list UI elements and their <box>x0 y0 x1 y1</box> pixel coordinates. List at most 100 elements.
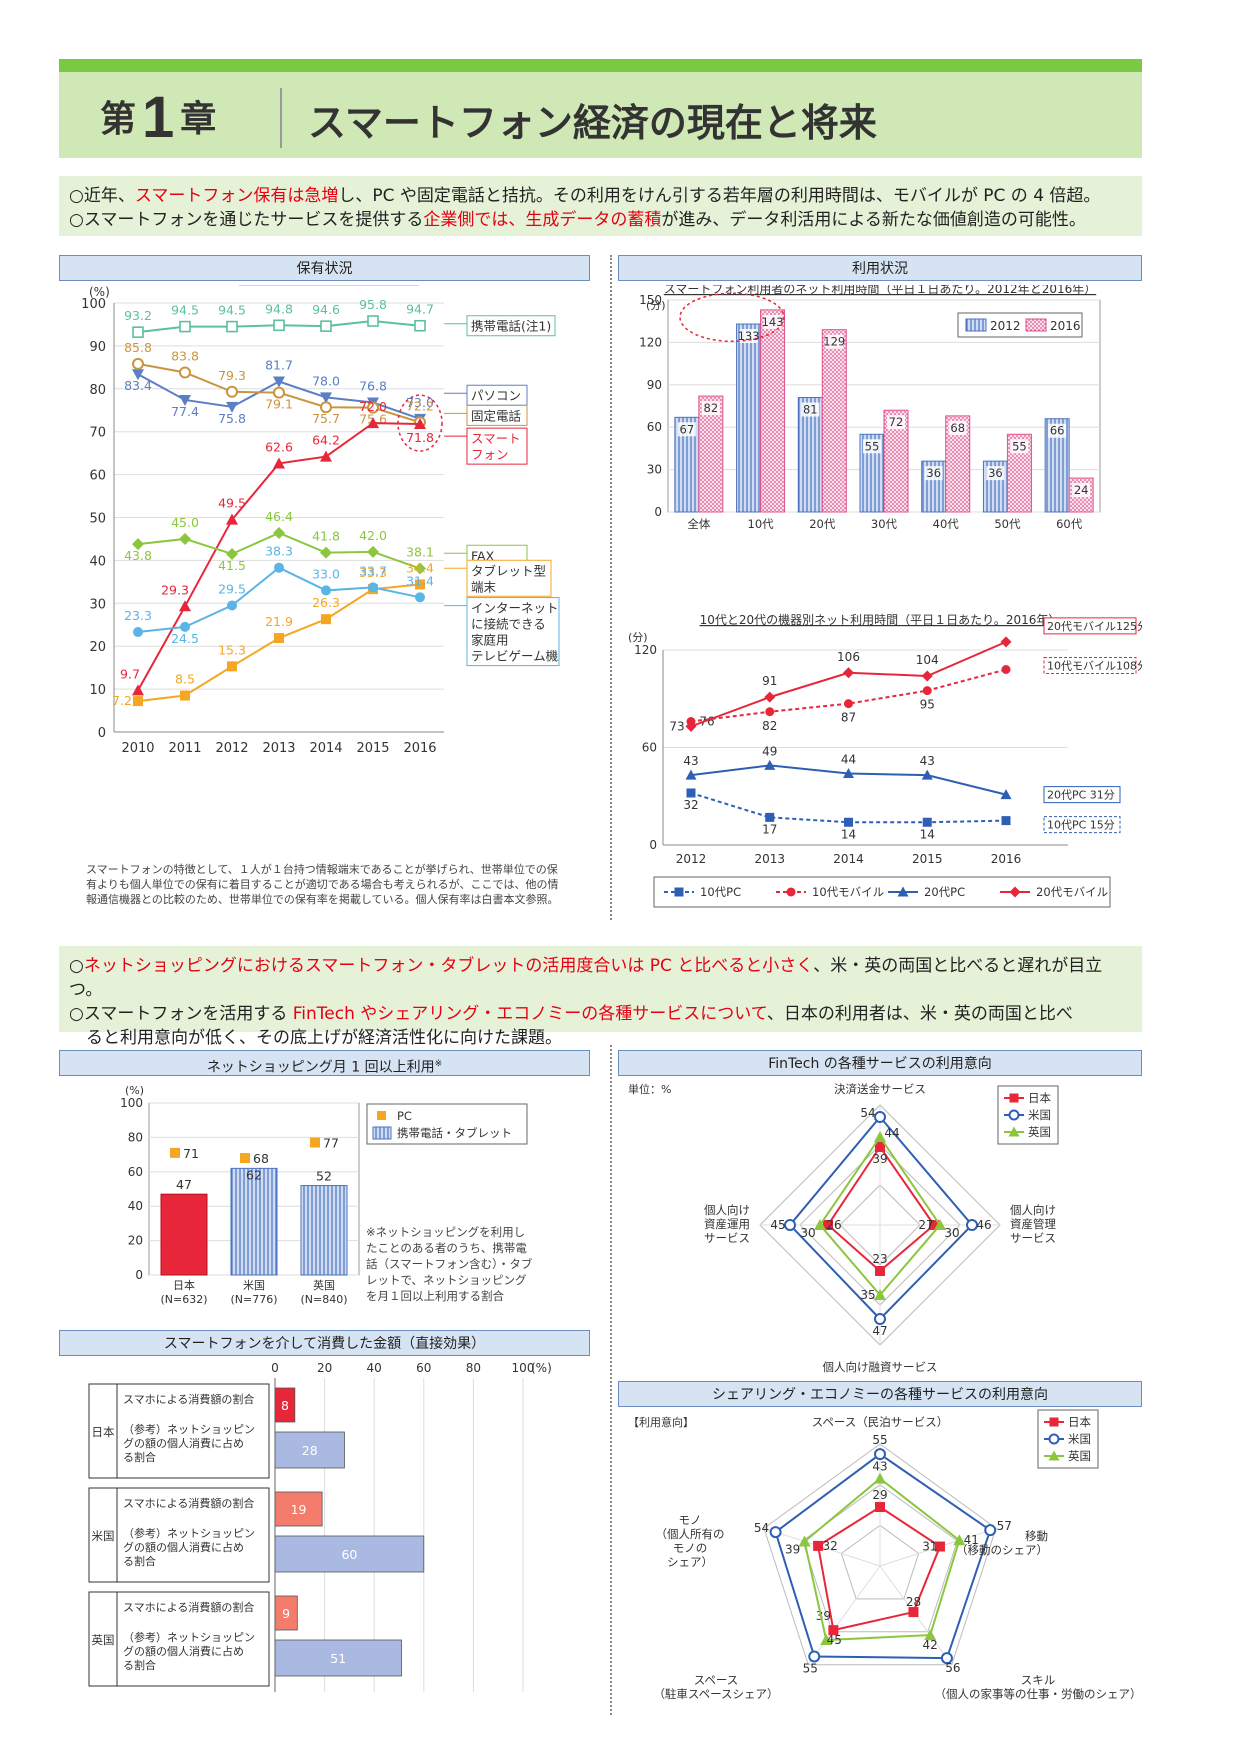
data-label: 34.4 <box>406 560 434 575</box>
y-tick-label: 60 <box>128 1165 143 1179</box>
radar-grid <box>840 1524 920 1600</box>
label-box <box>116 1383 270 1479</box>
data-label: 87 <box>841 711 856 725</box>
data-point <box>1048 1450 1060 1461</box>
legend-label: 日本 <box>1028 1091 1051 1105</box>
data-point <box>320 450 332 462</box>
series-line <box>803 1477 961 1642</box>
row-label: （参考）ネットショッピン <box>123 1526 255 1540</box>
data-label: 66 <box>1050 424 1065 438</box>
highlight-text: スマートフォン保有は急増 <box>134 186 339 206</box>
data-point <box>132 369 144 381</box>
data-point <box>934 1219 946 1230</box>
data-label: 73 <box>669 719 684 733</box>
data-label: 41 <box>964 1533 979 1547</box>
data-label: 24.5 <box>171 631 199 646</box>
legend-box <box>653 876 1111 908</box>
summary-line: ○スマートフォンを活用する FinTech やシェアリング・エコノミーの各種サー… <box>69 1002 1132 1026</box>
y-tick-label: 150 <box>639 293 662 307</box>
data-label: 26 <box>826 1218 841 1232</box>
x-tick-label: (N=840) <box>300 1293 347 1306</box>
data-point <box>132 357 144 370</box>
end-label-box <box>1043 816 1121 834</box>
data-point <box>685 769 697 780</box>
data-point <box>320 401 332 414</box>
data-label: 60 <box>341 1547 357 1562</box>
data-label: 44 <box>884 1126 899 1140</box>
data-point <box>686 788 696 798</box>
data-point <box>874 1289 886 1300</box>
data-label: 104 <box>916 653 939 667</box>
data-point <box>922 817 932 827</box>
x-tick-label: 2012 <box>215 741 248 756</box>
data-label: 31.4 <box>406 573 434 588</box>
unit-label: 単位：% <box>628 1082 671 1096</box>
y-tick-label: 60 <box>647 420 662 434</box>
axis-label: 決済送金サービス <box>834 1082 926 1096</box>
data-label: 79.1 <box>265 397 293 412</box>
data-point <box>310 1137 320 1148</box>
data-label: 106 <box>837 650 860 664</box>
legend-label: 携帯電話・タブレット <box>397 1126 512 1140</box>
highlight-ellipse <box>679 292 785 343</box>
data-label: 83.4 <box>124 378 152 393</box>
data-point <box>874 1472 886 1484</box>
country-box <box>88 1383 118 1479</box>
data-point <box>414 562 426 575</box>
x-tick-label: 80 <box>466 1361 481 1375</box>
end-label-box <box>1043 657 1137 674</box>
data-label: 42 <box>923 1638 938 1652</box>
data-label: 77 <box>323 1136 339 1151</box>
data-point <box>179 320 191 333</box>
radar-grid <box>763 1443 997 1666</box>
data-label: 76.8 <box>359 379 387 394</box>
data-label: 31 <box>922 1540 937 1554</box>
legend-label: 米国 <box>1028 1108 1051 1122</box>
fintech-radar-chart: 39 27 23 26 54 46 47 45 44 30 35 30 決済送金サービス個人向け資産管理… <box>628 1082 1059 1374</box>
data-point <box>367 417 379 429</box>
y-tick-label: 80 <box>89 383 106 398</box>
ownership-line-chart: 情報通信端末の世帯保有率の推移 (%) 0 10 20 30 40 50 60 70 80 90 100… <box>81 285 560 756</box>
usage-time-bar-chart: スマートフォン利用者のネット利用時間（平日１日あたり。2012年と2016年） (… <box>639 285 1101 531</box>
data-point <box>765 707 775 717</box>
data-label: 68 <box>253 1151 269 1166</box>
legend-label: スマート <box>471 431 521 446</box>
y-tick-label: 0 <box>654 505 662 519</box>
data-label: 93.2 <box>124 308 152 323</box>
data-label: 94.7 <box>406 302 434 317</box>
data-point <box>321 614 331 625</box>
data-label: 72 <box>889 415 904 429</box>
data-point <box>674 887 684 897</box>
data-point <box>320 320 332 332</box>
data-point <box>1000 789 1012 800</box>
shopping-title: ネットショッピング月 1 回以上利用 <box>206 1059 435 1076</box>
x-tick-label: 100 <box>512 1361 535 1375</box>
data-point <box>843 667 854 679</box>
data-point <box>273 526 285 539</box>
data-point <box>179 394 191 406</box>
y-tick-label: 30 <box>647 463 662 477</box>
data-point <box>274 562 284 573</box>
axis-label: 個人向け融資サービス <box>823 1360 938 1374</box>
x-tick-label: 2012 <box>676 852 707 866</box>
summary-line: ○スマートフォンを通じたサービスを提供する企業側では、生成データの蓄積が進み、デ… <box>69 208 1132 232</box>
data-point <box>132 538 144 551</box>
x-tick-label: 2013 <box>262 741 295 756</box>
x-tick-label: 2014 <box>833 852 864 866</box>
data-label: 43.8 <box>124 548 152 563</box>
data-label: 94.5 <box>218 303 246 318</box>
axis-label: スペース（民泊サービス） <box>812 1415 949 1429</box>
data-label: 91 <box>762 674 777 688</box>
data-label: 82 <box>704 401 719 415</box>
data-point <box>227 600 237 611</box>
y-tick-label: 20 <box>89 640 106 655</box>
data-point <box>769 1526 782 1539</box>
x-tick-label: 日本 <box>173 1278 195 1292</box>
legend-label: 日本 <box>1068 1415 1091 1429</box>
axis-label: （個人所有の <box>656 1527 725 1541</box>
axis-label: 移動 <box>1025 1529 1048 1543</box>
title-separator <box>280 88 282 148</box>
data-label: 94.6 <box>312 302 340 317</box>
data-label-bg <box>825 334 844 349</box>
y-tick-label: 60 <box>642 741 657 755</box>
